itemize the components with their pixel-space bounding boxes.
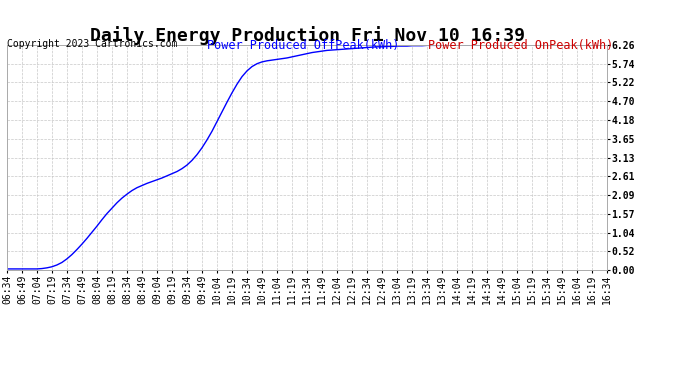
Title: Daily Energy Production Fri Nov 10 16:39: Daily Energy Production Fri Nov 10 16:39 (90, 26, 524, 45)
Text: Power Produced OffPeak(kWh): Power Produced OffPeak(kWh) (207, 39, 400, 53)
Text: Copyright 2023 Cartronics.com: Copyright 2023 Cartronics.com (7, 39, 177, 50)
Text: Power Produced OnPeak(kWh): Power Produced OnPeak(kWh) (428, 39, 613, 53)
